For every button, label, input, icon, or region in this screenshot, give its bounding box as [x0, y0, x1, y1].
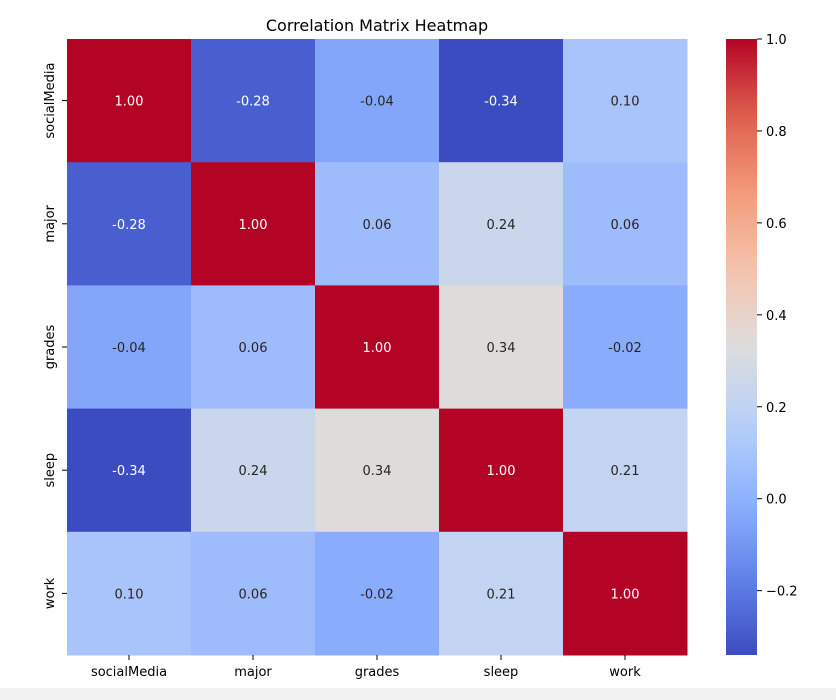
heatmap-cell-0-3: [439, 39, 564, 163]
cell-value-label-1-3: 0.24: [487, 218, 516, 233]
cell-value-label-2-3: 0.34: [487, 341, 516, 356]
cell-value-label-0-2: -0.04: [360, 95, 394, 110]
heatmap-cell-3-3: [439, 408, 564, 533]
heatmap-cell-1-3: [439, 162, 564, 286]
cell-value-label-4-2: -0.02: [360, 587, 394, 602]
heatmap-cell-3-0: [67, 408, 192, 533]
y-tick-label-1: major: [43, 204, 58, 242]
heatmap-cell-3-4: [563, 408, 688, 533]
colorbar-gradient: [726, 39, 757, 655]
colorbar-tick-label-1: 0.8: [766, 125, 787, 140]
cell-value-label-4-3: 0.21: [487, 587, 516, 602]
colorbar-tick-label-4: 0.2: [766, 401, 787, 416]
heatmap-cell-4-1: [191, 531, 316, 656]
cell-value-label-2-0: -0.04: [112, 341, 146, 356]
heatmap-cell-1-0: [67, 162, 192, 286]
chart-title: Correlation Matrix Heatmap: [266, 16, 488, 35]
heatmap-cell-2-3: [439, 285, 564, 410]
heatmap-cell-4-3: [439, 531, 564, 656]
colorbar-tick-label-5: 0.0: [766, 493, 787, 508]
heatmap-cell-3-2: [315, 408, 440, 533]
colorbar-tick-label-0: 1.0: [766, 33, 787, 48]
x-tick-label-2: grades: [355, 665, 400, 680]
heatmap-cell-0-1: [191, 39, 316, 163]
heatmap-cell-0-4: [563, 39, 688, 163]
x-tick-label-3: sleep: [484, 665, 519, 680]
cell-value-label-3-4: 0.21: [611, 464, 640, 479]
heatmap-cell-3-1: [191, 408, 316, 533]
heatmap-cell-0-0: [67, 39, 192, 163]
heatmap-cell-4-2: [315, 531, 440, 656]
y-tick-labels: socialMedia major grades sleep work: [43, 63, 67, 609]
colorbar-tick-label-3: 0.4: [766, 309, 787, 324]
heatmap-cell-4-4: [563, 531, 688, 656]
bottom-strip: [0, 688, 836, 700]
cell-value-label-0-3: -0.34: [484, 95, 518, 110]
heatmap-cell-2-0: [67, 285, 192, 410]
heatmap-cell-1-4: [563, 162, 688, 286]
heatmap-cell-4-0: [67, 531, 192, 656]
cell-value-label-3-2: 0.34: [363, 464, 392, 479]
cell-value-label-2-4: -0.02: [608, 341, 642, 356]
cell-value-label-0-4: 0.10: [611, 95, 640, 110]
heatmap-cell-2-4: [563, 285, 688, 410]
cell-value-label-3-3: 1.00: [487, 464, 516, 479]
y-tick-label-3: sleep: [43, 453, 58, 488]
heatmap-cell-2-2: [315, 285, 440, 410]
cell-value-label-3-0: -0.34: [112, 464, 146, 479]
colorbar-tick-label-2: 0.6: [766, 217, 787, 232]
heatmap-cell-1-2: [315, 162, 440, 286]
y-tick-label-4: work: [43, 577, 58, 609]
x-tick-label-0: socialMedia: [91, 665, 167, 680]
colorbar-tick-label-6: −0.2: [766, 585, 798, 600]
cell-value-label-2-1: 0.06: [239, 341, 268, 356]
y-tick-label-0: socialMedia: [43, 63, 58, 139]
cell-value-label-1-1: 1.00: [239, 218, 268, 233]
heatmap-cell-1-1: [191, 162, 316, 286]
cell-value-label-1-0: -0.28: [112, 218, 146, 233]
colorbar: 1.0 0.8 0.6 0.4 0.2 0.0 −0.2: [726, 33, 798, 655]
y-tick-label-2: grades: [43, 324, 58, 369]
x-tick-label-4: work: [609, 665, 641, 680]
heatmap-cells: 1.00 -0.28 -0.04 -0.34 0.10 -0.28 1.00 0.06 0.24…: [67, 39, 688, 656]
cell-value-label-2-2: 1.00: [363, 341, 392, 356]
x-tick-labels: socialMedia major grades sleep work: [91, 655, 641, 680]
cell-value-label-4-1: 0.06: [239, 587, 268, 602]
cell-value-label-1-2: 0.06: [363, 218, 392, 233]
heatmap-cell-0-2: [315, 39, 440, 163]
heatmap-cell-2-1: [191, 285, 316, 410]
cell-value-label-4-4: 1.00: [611, 587, 640, 602]
cell-value-label-0-0: 1.00: [115, 95, 144, 110]
cell-value-label-0-1: -0.28: [236, 95, 270, 110]
cell-value-label-1-4: 0.06: [611, 218, 640, 233]
x-tick-label-1: major: [234, 665, 272, 680]
cell-value-label-3-1: 0.24: [239, 464, 268, 479]
cell-value-label-4-0: 0.10: [115, 587, 144, 602]
